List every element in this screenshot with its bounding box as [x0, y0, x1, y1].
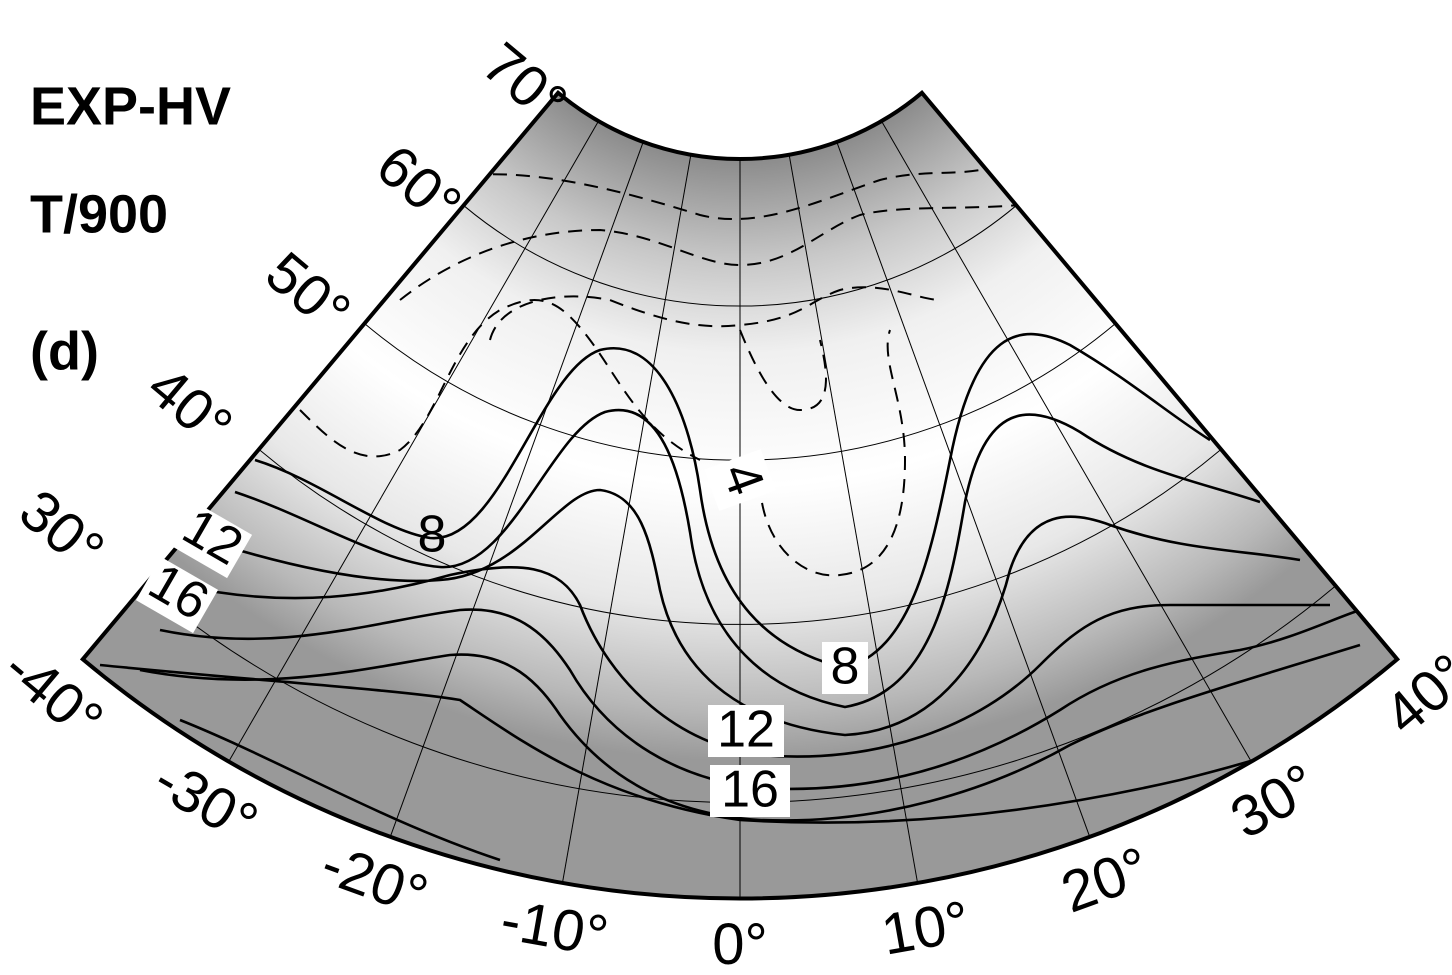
map-frame	[79, 89, 1401, 901]
lon-tick-label: 0°	[712, 912, 767, 975]
contour-label: 8	[418, 506, 447, 564]
contour-label: 16	[721, 761, 779, 819]
label-box	[135, 556, 219, 634]
contour-line-dashed	[399, 204, 1021, 301]
panel-label: (d)	[30, 321, 99, 381]
contour-line-dashed	[489, 286, 941, 341]
meridian	[881, 120, 1252, 762]
contour-line	[99, 663, 1391, 824]
contour-line	[204, 488, 1301, 737]
lon-tick-label: 20°	[1053, 834, 1158, 925]
contour-labels: 4 8 12 16 8 12 16	[135, 449, 868, 819]
graticule	[82, 92, 1398, 899]
contour-label: 12	[717, 701, 775, 759]
contour-line	[234, 408, 1261, 709]
contour-line	[139, 643, 1361, 822]
label-box	[169, 501, 253, 579]
lat-tick-label: 30°	[7, 477, 116, 583]
contour-line-dashed	[739, 329, 827, 412]
lat-tick-label: 40°	[135, 354, 244, 460]
label-box	[822, 642, 868, 694]
meridian	[788, 154, 919, 884]
contour-line-dashed	[759, 329, 907, 577]
title: EXP-HV	[30, 76, 231, 136]
label-box	[710, 765, 790, 817]
label-box	[704, 449, 776, 511]
contour-line	[254, 332, 1211, 670]
contour-line	[179, 718, 501, 862]
contour-label: 8	[831, 638, 860, 696]
meridian	[228, 120, 599, 762]
lat-tick-label: 50°	[254, 239, 363, 345]
meridian	[561, 154, 692, 884]
contour-line-dashed	[469, 169, 981, 220]
label-box	[708, 705, 784, 757]
meridian	[836, 141, 1091, 838]
lon-tick-label: -10°	[496, 887, 613, 970]
subtitle: T/900	[30, 184, 168, 244]
lon-tick-label: 10°	[877, 888, 975, 967]
meridian	[389, 141, 644, 838]
